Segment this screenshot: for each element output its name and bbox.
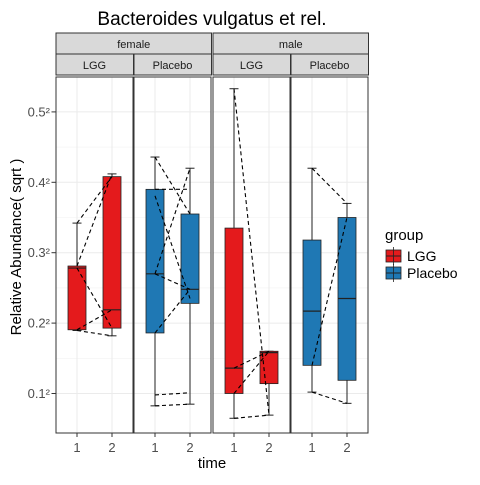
- y-tick-label: 0.4²: [28, 175, 51, 190]
- facet-strip-label: Placebo: [153, 60, 193, 72]
- y-axis-ticks: 0.1² 0.2² 0.3² 0.4² 0.5²: [28, 104, 56, 401]
- x-tick-label: 1: [230, 440, 237, 455]
- facet-strip-label: male: [279, 39, 303, 51]
- facet-strip-label: female: [117, 39, 150, 51]
- box-body: [146, 189, 164, 333]
- legend-label: Placebo: [407, 265, 458, 281]
- facet-strip-label: Placebo: [310, 60, 350, 72]
- x-tick-label: 2: [343, 440, 350, 455]
- panel-background: [134, 77, 211, 433]
- legend-entry-lgg: LGG: [386, 247, 437, 265]
- x-tick-label: 1: [73, 440, 80, 455]
- legend-title: group: [385, 227, 423, 244]
- y-tick-label: 0.2²: [28, 316, 51, 331]
- box-female-lgg-t2: [103, 174, 121, 336]
- x-tick-label: 2: [186, 440, 193, 455]
- panel-background: [291, 77, 368, 433]
- x-tick-label: 2: [108, 440, 115, 455]
- facet-panel-female-lgg: LGG 1 2: [56, 54, 134, 455]
- facet-panel-male-placebo: Placebo 1 2: [291, 54, 369, 455]
- panel-background: [56, 77, 133, 433]
- x-axis-title: time: [198, 455, 226, 472]
- y-axis-title: Relative Abundance( sqrt ): [8, 159, 25, 336]
- facet-strip-label: LGG: [240, 60, 263, 72]
- facet-panel-female-placebo: Placebo 1 2: [134, 54, 212, 455]
- x-tick-label: 1: [308, 440, 315, 455]
- box-body: [181, 214, 199, 303]
- facet-panels: female male LGG 1 2 Placebo 1 2 LGG 1 2 Placebo 1 2: [56, 33, 369, 455]
- x-tick-label: 2: [265, 440, 272, 455]
- panel-background: [213, 77, 290, 433]
- box-body: [68, 266, 86, 330]
- facet-strip-label: LGG: [83, 60, 106, 72]
- x-tick-label: 1: [151, 440, 158, 455]
- facet-panel-male-lgg: LGG 1 2: [213, 54, 291, 455]
- legend-label: LGG: [407, 248, 437, 264]
- box-male-placebo-t2: [338, 203, 356, 403]
- y-tick-label: 0.3²: [28, 245, 51, 260]
- box-body: [303, 240, 321, 365]
- chart-title: Bacteroides vulgatus et rel.: [97, 9, 326, 30]
- y-tick-label: 0.1²: [28, 386, 51, 401]
- y-tick-label: 0.5²: [28, 104, 51, 119]
- legend-entry-placebo: Placebo: [386, 264, 458, 282]
- box-body: [103, 177, 121, 328]
